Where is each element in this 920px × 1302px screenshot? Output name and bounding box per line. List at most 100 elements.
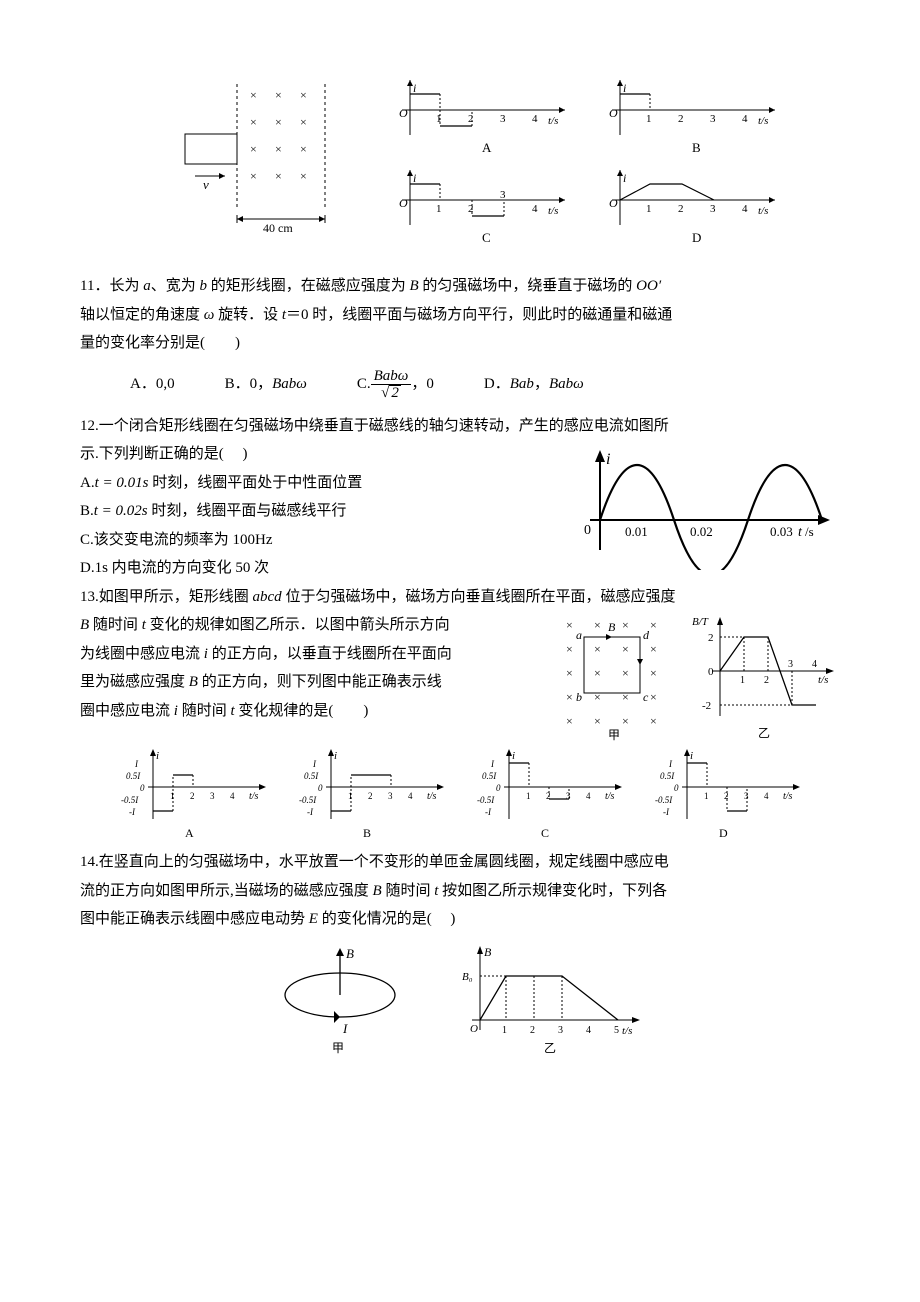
svg-text:1: 1 (436, 203, 442, 215)
svg-text:4: 4 (532, 113, 538, 125)
q11-l2b: 旋转．设 (214, 307, 282, 323)
svg-text:a: a (576, 628, 582, 642)
svg-text:×: × (650, 618, 657, 632)
svg-text:i: i (606, 451, 610, 468)
svg-text:×: × (566, 618, 573, 632)
svg-text:甲: 甲 (608, 728, 620, 741)
svg-text:×: × (650, 642, 657, 656)
svg-text:2: 2 (468, 113, 474, 125)
svg-text:2: 2 (678, 113, 684, 125)
svg-text:×: × (622, 666, 629, 680)
svg-text:O: O (470, 1023, 478, 1035)
q11-choices: A．0,0 B．0，Babω C. Babω √2 ，0 D．Bab，Babω (80, 368, 840, 402)
q13-choice-C: i t/s I0.5I0-0.5I-I 1234 C (469, 747, 629, 842)
svg-text:-0.5I: -0.5I (121, 795, 139, 805)
svg-text:2: 2 (368, 791, 373, 801)
svg-text:×: × (566, 714, 573, 728)
svg-text:i: i (156, 750, 159, 762)
svg-text:0: 0 (318, 783, 323, 793)
q11-choice-B: B．0，Babω (225, 368, 307, 402)
svg-text:1: 1 (526, 791, 531, 801)
svg-text:4: 4 (742, 203, 748, 215)
svg-text:t/s: t/s (818, 674, 828, 686)
svg-text:1: 1 (646, 203, 652, 215)
svg-text:t: t (798, 525, 803, 540)
svg-text:B/T: B/T (692, 616, 709, 628)
svg-text:-0.5I: -0.5I (299, 795, 317, 805)
svg-text:4: 4 (586, 791, 591, 801)
svg-text:B: B (608, 620, 616, 634)
svg-text:-I: -I (129, 807, 136, 817)
q11-l2a: 轴以恒定的角速度 (80, 307, 204, 323)
q11-s2: 、宽为 (151, 278, 200, 294)
svg-text:0.5I: 0.5I (304, 771, 319, 781)
svg-text:b: b (576, 690, 582, 704)
svg-text:×: × (594, 642, 601, 656)
svg-text:3: 3 (500, 113, 506, 125)
svg-text:×: × (622, 690, 629, 704)
q11-s1: 11．长为 (80, 278, 143, 294)
q11-choice-A: A．0,0 (130, 368, 175, 402)
q11-s4: 的匀强磁场中，绕垂直于磁场的 (419, 278, 637, 294)
q14: 14.在竖直向上的匀强磁场中，水平放置一个不变形的单匝金属圆线圈，规定线圈中感应… (80, 848, 840, 1060)
svg-text:A: A (482, 140, 492, 155)
svg-text:3: 3 (388, 791, 393, 801)
svg-text:3: 3 (500, 189, 506, 201)
svg-text:A: A (185, 826, 194, 840)
svg-text:0: 0 (496, 783, 501, 793)
svg-text:v: v (203, 177, 209, 192)
q11-a: a (143, 278, 151, 294)
svg-text:t/s: t/s (249, 791, 259, 802)
svg-text:c: c (643, 690, 649, 704)
q14-fig-yi: B B₀ O t/s 12345 乙 (450, 940, 650, 1060)
q12-C: C.该交变电流的频率为 100Hz (80, 526, 556, 555)
svg-text:×: × (250, 115, 257, 129)
svg-text:0.02: 0.02 (690, 524, 713, 539)
svg-text:I: I (342, 1021, 348, 1036)
q11-l2c: ＝0 时，线圈平面与磁场方向平行，则此时的磁通量和磁通 (286, 307, 672, 323)
q12-sine-graph: i 0 0.01 0.02 0.03 t/s (570, 440, 840, 570)
svg-text:B₀: B₀ (462, 971, 473, 983)
svg-text:-2: -2 (702, 700, 711, 712)
svg-text:0.01: 0.01 (625, 524, 648, 539)
svg-text:i: i (512, 750, 515, 762)
svg-text:3: 3 (744, 791, 749, 801)
svg-text:1: 1 (436, 113, 442, 125)
svg-text:i: i (413, 171, 416, 185)
svg-text:乙: 乙 (758, 726, 770, 740)
svg-text:B: B (346, 946, 354, 961)
q10-figure-block: ××× ××× ××× ××× v 40 cm O (80, 74, 840, 254)
svg-text:40 cm: 40 cm (263, 221, 293, 235)
svg-text:乙: 乙 (544, 1041, 556, 1055)
svg-text:t/s: t/s (605, 791, 615, 802)
svg-text:t/s: t/s (758, 115, 768, 127)
q14-fig-jia: B I 甲 (270, 940, 410, 1060)
q13-choice-D: i t/s I0.5I0-0.5I-I 1234 D (647, 747, 807, 842)
svg-text:B: B (484, 945, 492, 959)
q13-choice-A: i t/s I0.5I0-0.5I-I 1234 A (113, 747, 273, 842)
svg-text:×: × (275, 88, 282, 102)
q14-stem: 14.在竖直向上的匀强磁场中，水平放置一个不变形的单匝金属圆线圈，规定线圈中感应… (80, 848, 840, 877)
q14-figs: B I 甲 B B₀ O t/s 12345 乙 (80, 940, 840, 1060)
svg-text:0.5I: 0.5I (126, 771, 141, 781)
q11-b: b (199, 278, 207, 294)
svg-text:d: d (643, 628, 650, 642)
svg-text:4: 4 (586, 1025, 591, 1036)
svg-text:i: i (413, 81, 416, 95)
svg-text:×: × (594, 618, 601, 632)
svg-text:×: × (594, 714, 601, 728)
svg-text:1: 1 (646, 113, 652, 125)
svg-text:2: 2 (468, 203, 474, 215)
q12-D: D.1s 内电流的方向变化 50 次 (80, 554, 556, 583)
svg-text:1: 1 (170, 791, 175, 801)
q13-fig-yi: B/T t/s 2 0 -2 1234 乙 (690, 611, 840, 741)
svg-text:2: 2 (708, 632, 714, 644)
svg-text:I: I (134, 759, 139, 769)
svg-text:1: 1 (704, 791, 709, 801)
svg-text:×: × (275, 169, 282, 183)
svg-text:×: × (300, 169, 307, 183)
svg-text:×: × (650, 666, 657, 680)
svg-text:4: 4 (742, 113, 748, 125)
q13-choices: i t/s I0.5I0-0.5I-I 1234 A i t/s (80, 747, 840, 842)
q13-choice-B: i t/s I0.5I0-0.5I-I 1234 B (291, 747, 451, 842)
